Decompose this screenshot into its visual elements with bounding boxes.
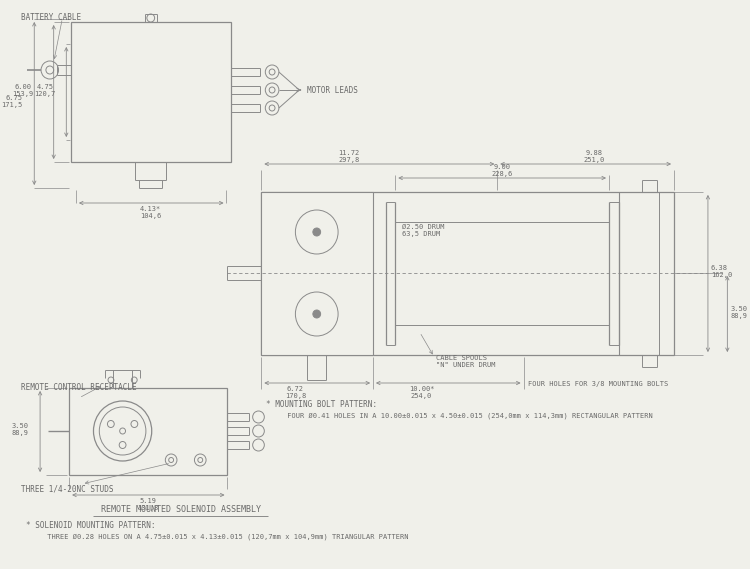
Circle shape [253, 411, 264, 423]
Text: 9.88
251,0: 9.88 251,0 [584, 150, 605, 163]
Circle shape [269, 69, 275, 75]
Circle shape [296, 210, 338, 254]
Circle shape [253, 425, 264, 437]
Text: 3.50
88,9: 3.50 88,9 [11, 423, 28, 436]
Circle shape [120, 428, 125, 434]
Text: MOTOR LEADS: MOTOR LEADS [307, 86, 358, 95]
Circle shape [165, 454, 177, 466]
Circle shape [108, 377, 114, 383]
Circle shape [147, 14, 154, 22]
Circle shape [269, 105, 275, 111]
Circle shape [194, 454, 206, 466]
Circle shape [266, 83, 279, 97]
Bar [69, 388, 227, 475]
Circle shape [266, 65, 279, 79]
Circle shape [313, 228, 320, 236]
Circle shape [169, 457, 173, 463]
Text: THREE 1/4-20NC STUDS: THREE 1/4-20NC STUDS [21, 484, 113, 493]
Circle shape [131, 420, 138, 427]
Text: FOUR Ø0.41 HOLES IN A 10.00±0.015 x 4.50±0.015 (254,0mm x 114,3mm) RECTANGULAR P: FOUR Ø0.41 HOLES IN A 10.00±0.015 x 4.50… [266, 412, 653, 419]
Circle shape [313, 310, 320, 318]
Text: 6.72
170,8: 6.72 170,8 [285, 386, 306, 399]
Text: * SOLENOID MOUNTING PATTERN:: * SOLENOID MOUNTING PATTERN: [26, 521, 155, 530]
Text: 10.00*
254,0: 10.00* 254,0 [409, 386, 434, 399]
Text: THREE Ø0.28 HOLES ON A 4.75±0.015 x 4.13±0.015 (120,7mm x 104,9mm) TRIANGULAR PA: THREE Ø0.28 HOLES ON A 4.75±0.015 x 4.13… [26, 533, 408, 539]
Text: 3.50
88,9: 3.50 88,9 [730, 306, 747, 319]
Circle shape [46, 66, 54, 74]
Text: BATTERY CABLE: BATTERY CABLE [21, 13, 81, 22]
Circle shape [107, 420, 114, 427]
Text: CABLE SPOOLS
"N" UNDER DRUM: CABLE SPOOLS "N" UNDER DRUM [436, 355, 496, 368]
Circle shape [131, 377, 137, 383]
Circle shape [94, 401, 152, 461]
Text: 4.75
120,7: 4.75 120,7 [34, 84, 56, 97]
Text: 4.13*
104,6: 4.13* 104,6 [140, 206, 161, 219]
Circle shape [296, 292, 338, 336]
Text: 6.00
153,9: 6.00 153,9 [12, 84, 33, 97]
Circle shape [119, 442, 126, 448]
Text: FOUR HOLES FOR 3/8 MOUNTING BOLTS: FOUR HOLES FOR 3/8 MOUNTING BOLTS [528, 381, 668, 387]
Bar [262, 192, 674, 355]
Text: * MOUNTING BOLT PATTERN:: * MOUNTING BOLT PATTERN: [266, 400, 377, 409]
Text: 6.75
171,5: 6.75 171,5 [2, 95, 22, 108]
Circle shape [41, 61, 58, 79]
Circle shape [266, 101, 279, 115]
Bar [71, 22, 231, 162]
Circle shape [253, 439, 264, 451]
Text: REMOTE CONTROL RECEPTACLE: REMOTE CONTROL RECEPTACLE [21, 383, 136, 392]
Circle shape [99, 407, 146, 455]
Circle shape [198, 457, 202, 463]
Text: REMOTE MOUNTED SOLENOID ASSEMBLY: REMOTE MOUNTED SOLENOID ASSEMBLY [100, 505, 261, 514]
Text: 5.19
131,8: 5.19 131,8 [137, 498, 158, 511]
Circle shape [269, 87, 275, 93]
Text: Ø2.50 DRUM
63,5 DRUM: Ø2.50 DRUM 63,5 DRUM [402, 224, 445, 237]
Text: 6.38
162,0: 6.38 162,0 [711, 265, 732, 278]
Text: 11.72
297,8: 11.72 297,8 [338, 150, 359, 163]
Bar [262, 192, 373, 355]
Text: 9.00
228,6: 9.00 228,6 [491, 164, 513, 177]
